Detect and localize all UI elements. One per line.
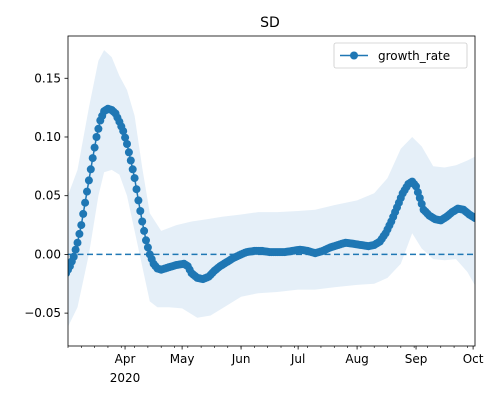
- data-point: [117, 122, 126, 131]
- legend-label-growth-rate: growth_rate: [378, 49, 450, 63]
- data-point: [71, 245, 80, 254]
- data-point: [474, 217, 475, 221]
- y-tick-label: −0.05: [24, 306, 61, 320]
- y-axis: −0.05 0.00 0.05 0.10 0.15: [24, 71, 68, 320]
- x-tick-label: May: [170, 352, 195, 366]
- data-point: [92, 133, 101, 141]
- data-point: [81, 198, 90, 207]
- data-point: [132, 185, 141, 194]
- x-tick-label: Apr: [115, 352, 136, 366]
- data-point: [86, 165, 95, 174]
- data-point: [79, 209, 88, 218]
- data-point: [123, 140, 131, 148]
- y-tick-label: 0.10: [34, 130, 61, 144]
- x-axis: Apr 2020 May Jun Jul Aug Sep Oct: [67, 346, 484, 385]
- x-tick-sublabel: 2020: [110, 371, 141, 385]
- data-point: [147, 255, 156, 264]
- data-point: [417, 199, 426, 208]
- y-tick-label: 0.00: [34, 247, 61, 261]
- data-point: [142, 236, 150, 245]
- chart-title: SD: [260, 15, 280, 31]
- data-point: [94, 124, 103, 133]
- x-tick-label: Jul: [290, 352, 305, 366]
- data-point: [90, 143, 99, 152]
- data-point: [472, 215, 475, 223]
- data-point: [140, 226, 149, 235]
- legend-box: [333, 42, 468, 69]
- data-point: [75, 229, 84, 238]
- data-point: [121, 133, 130, 142]
- data-point: [124, 148, 133, 157]
- y-tick-label: 0.15: [34, 71, 61, 85]
- data-point: [379, 232, 388, 240]
- series-layer: [68, 104, 475, 284]
- data-point: [83, 187, 91, 196]
- data-point: [391, 208, 400, 217]
- data-point: [385, 221, 394, 230]
- data-point: [73, 238, 82, 247]
- data-point: [84, 176, 93, 185]
- confidence-band-layer: [68, 50, 475, 327]
- data-point: [410, 180, 419, 188]
- data-point: [77, 221, 86, 230]
- x-tick-label: Jun: [231, 352, 251, 366]
- y-tick-label: 0.05: [34, 189, 61, 203]
- x-tick-label: Sep: [405, 352, 428, 366]
- data-point: [136, 207, 145, 215]
- x-tick-label: Oct: [463, 352, 484, 366]
- data-point: [113, 113, 122, 122]
- data-point: [98, 111, 107, 120]
- data-point: [126, 156, 135, 165]
- data-point: [128, 165, 137, 174]
- data-point: [68, 265, 72, 274]
- plot-area: [68, 50, 475, 327]
- data-point: [143, 243, 152, 252]
- data-point: [396, 194, 405, 202]
- data-point: [413, 188, 422, 197]
- x-tick-label: Aug: [345, 352, 368, 366]
- data-point: [134, 196, 143, 205]
- data-point: [138, 217, 147, 226]
- confidence-band: [68, 50, 475, 327]
- data-point: [88, 154, 97, 163]
- data-point: [68, 257, 76, 266]
- legend-dot-marker: [350, 51, 358, 60]
- axes-frame: [67, 35, 476, 347]
- data-point: [109, 107, 118, 116]
- legend: growth_rate: [333, 42, 468, 69]
- data-point: [130, 174, 139, 183]
